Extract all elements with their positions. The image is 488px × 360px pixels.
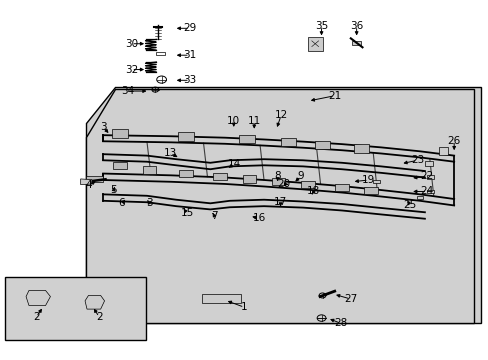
Text: 33: 33 <box>183 75 196 85</box>
Polygon shape <box>280 138 296 146</box>
Bar <box>156 51 164 55</box>
Text: 6: 6 <box>118 198 124 208</box>
Text: 26: 26 <box>447 136 460 145</box>
Text: 20: 20 <box>276 179 289 189</box>
Text: 4: 4 <box>85 180 92 190</box>
Bar <box>438 147 447 155</box>
Text: 8: 8 <box>274 171 281 181</box>
Text: 19: 19 <box>362 175 375 185</box>
Text: 2: 2 <box>33 312 40 322</box>
Text: 34: 34 <box>121 86 134 96</box>
Text: 32: 32 <box>124 64 138 75</box>
Text: 24: 24 <box>420 186 433 197</box>
Text: 10: 10 <box>227 116 240 126</box>
Text: 12: 12 <box>274 111 287 121</box>
Polygon shape <box>4 277 146 339</box>
Bar <box>424 161 432 166</box>
Polygon shape <box>213 173 226 180</box>
Polygon shape <box>179 170 192 177</box>
Polygon shape <box>301 181 314 188</box>
Polygon shape <box>353 144 368 153</box>
Polygon shape <box>86 89 473 323</box>
Polygon shape <box>178 132 193 140</box>
Text: 29: 29 <box>183 23 196 33</box>
Bar <box>427 175 433 179</box>
Text: 13: 13 <box>163 148 177 158</box>
Text: 11: 11 <box>247 116 260 126</box>
Text: 14: 14 <box>228 159 241 169</box>
Text: 18: 18 <box>306 186 320 197</box>
Text: 25: 25 <box>403 200 416 210</box>
Polygon shape <box>201 294 240 303</box>
Text: 15: 15 <box>180 208 193 218</box>
Text: 36: 36 <box>349 21 363 31</box>
Bar <box>372 180 379 183</box>
Polygon shape <box>142 166 156 174</box>
Text: 30: 30 <box>124 39 138 49</box>
Text: 27: 27 <box>344 294 357 304</box>
Text: 23: 23 <box>410 155 424 165</box>
Text: 16: 16 <box>252 213 265 223</box>
Polygon shape <box>364 187 377 194</box>
Bar <box>351 41 360 45</box>
Polygon shape <box>85 296 104 309</box>
Polygon shape <box>81 179 92 185</box>
Bar <box>416 197 422 199</box>
Polygon shape <box>86 87 480 323</box>
Text: 22: 22 <box>420 171 433 181</box>
Text: 1: 1 <box>241 302 247 312</box>
Polygon shape <box>242 175 256 183</box>
Polygon shape <box>113 162 127 169</box>
Text: 21: 21 <box>327 91 341 101</box>
Polygon shape <box>271 178 285 185</box>
Text: 2: 2 <box>96 312 102 322</box>
Text: 3: 3 <box>100 122 106 132</box>
Polygon shape <box>314 140 330 149</box>
Text: 31: 31 <box>183 50 196 60</box>
Text: 28: 28 <box>334 319 347 328</box>
Polygon shape <box>239 135 254 143</box>
Text: 5: 5 <box>110 185 117 195</box>
Text: 7: 7 <box>210 211 217 221</box>
Text: 3: 3 <box>146 198 152 208</box>
Polygon shape <box>334 184 348 191</box>
Text: 9: 9 <box>297 171 303 181</box>
Bar <box>427 190 433 193</box>
Text: 17: 17 <box>273 197 286 207</box>
Polygon shape <box>86 176 103 182</box>
Polygon shape <box>26 291 50 306</box>
Text: 35: 35 <box>314 21 327 31</box>
Polygon shape <box>112 129 128 138</box>
Polygon shape <box>307 37 322 51</box>
